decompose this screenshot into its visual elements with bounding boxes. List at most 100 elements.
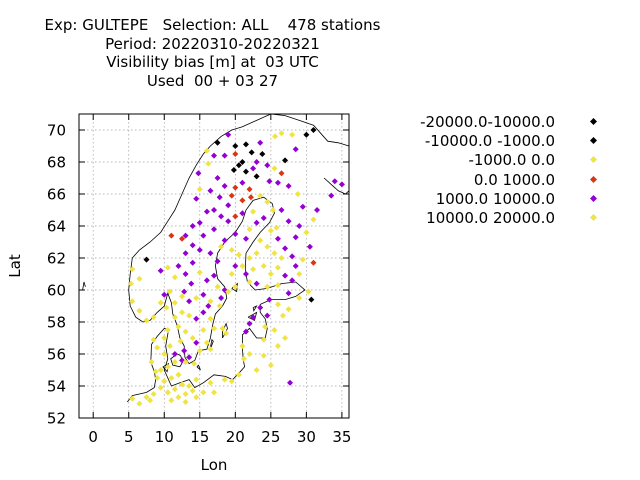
station-marker	[264, 283, 271, 290]
station-marker	[186, 312, 193, 319]
x-tick-label: 30	[297, 428, 316, 446]
station-marker	[228, 378, 235, 385]
station-marker	[211, 272, 217, 279]
legend-entry: 0.0 1000.0	[380, 171, 620, 190]
station-marker	[292, 146, 299, 153]
station-marker	[179, 381, 186, 388]
station-marker	[235, 371, 242, 378]
legend-label: 10000.0 20000.0	[426, 208, 555, 227]
station-marker	[200, 309, 207, 316]
station-marker	[200, 389, 207, 396]
station-marker	[310, 259, 317, 266]
station-marker	[282, 157, 289, 164]
station-marker	[242, 168, 249, 175]
legend-entry: -10000.0 -1000.0	[380, 132, 620, 151]
x-tick-label: 5	[124, 428, 134, 446]
station-marker	[182, 232, 189, 239]
station-marker	[193, 394, 200, 401]
station-marker	[282, 272, 289, 279]
y-axis-label: Lat	[6, 254, 24, 278]
x-tick-label: 10	[155, 428, 174, 446]
station-marker	[292, 234, 299, 241]
station-marker	[211, 226, 217, 233]
station-marker	[175, 371, 182, 378]
station-marker	[285, 306, 292, 313]
station-marker	[246, 320, 253, 327]
station-marker	[193, 315, 200, 322]
station-marker	[253, 367, 260, 373]
station-marker	[211, 325, 217, 332]
station-marker	[225, 218, 232, 225]
station-marker	[272, 133, 279, 140]
station-marker	[239, 179, 246, 186]
station-marker	[260, 215, 267, 221]
y-tick-label: 52	[47, 410, 66, 428]
station-marker	[148, 359, 155, 365]
station-marker	[186, 354, 193, 361]
station-marker	[259, 151, 266, 157]
station-marker	[328, 192, 335, 199]
legend-marker-diamond-icon	[590, 194, 597, 202]
station-marker	[182, 328, 189, 335]
station-marker	[289, 277, 296, 284]
station-marker	[171, 274, 178, 281]
station-marker	[232, 263, 239, 269]
station-marker	[273, 224, 280, 231]
station-marker	[242, 271, 249, 277]
station-marker	[240, 355, 247, 362]
station-marker	[214, 283, 221, 290]
station-marker	[239, 263, 246, 269]
station-marker	[246, 226, 253, 233]
station-marker	[150, 391, 157, 397]
station-marker	[193, 195, 200, 202]
station-marker	[207, 187, 214, 194]
station-marker	[207, 315, 214, 322]
station-marker	[225, 202, 232, 209]
y-tick-label: 70	[47, 122, 66, 140]
station-marker	[267, 271, 274, 277]
station-marker	[239, 197, 246, 204]
station-marker	[221, 183, 228, 189]
station-marker	[211, 152, 217, 159]
station-marker	[232, 143, 239, 149]
station-marker	[196, 186, 203, 193]
legend: -20000.0-10000.0 -10000.0 -1000.0 -1000.0 …	[380, 113, 620, 228]
legend-entry: -1000.0 0.0	[380, 151, 620, 170]
header-experiment-line: Exp: GULTEPE Selection: ALL 478 stations	[44, 16, 381, 34]
station-marker	[314, 207, 321, 213]
station-marker	[242, 235, 249, 242]
station-marker	[278, 170, 285, 177]
station-marker	[250, 266, 257, 273]
station-marker	[189, 223, 196, 229]
coastline-segment	[222, 322, 228, 339]
legend-label: 0.0 1000.0	[473, 170, 555, 189]
station-marker	[306, 243, 313, 250]
station-marker	[219, 325, 226, 332]
station-marker	[299, 256, 306, 263]
station-marker	[200, 291, 207, 298]
station-marker	[150, 314, 157, 321]
legend-entry: 1000.0 10000.0	[380, 190, 620, 209]
station-marker	[214, 258, 221, 265]
station-marker	[171, 386, 178, 393]
station-marker	[239, 159, 246, 165]
station-marker	[289, 131, 296, 138]
station-marker	[296, 295, 303, 301]
x-tick-label: 35	[332, 428, 351, 446]
station-marker	[171, 299, 178, 306]
station-marker	[161, 291, 168, 298]
station-marker	[147, 397, 154, 404]
station-marker	[157, 267, 164, 274]
station-marker	[218, 243, 225, 250]
station-marker	[166, 288, 173, 295]
y-tick-label: 60	[47, 282, 66, 300]
legend-entry: -20000.0-10000.0	[380, 113, 620, 132]
station-marker	[164, 327, 171, 333]
x-tick-label: 25	[261, 428, 280, 446]
station-marker	[257, 237, 264, 244]
coastline-segment	[247, 311, 258, 321]
station-marker	[200, 327, 207, 333]
station-marker	[285, 218, 292, 225]
station-marker	[221, 237, 228, 244]
station-marker	[282, 245, 289, 252]
